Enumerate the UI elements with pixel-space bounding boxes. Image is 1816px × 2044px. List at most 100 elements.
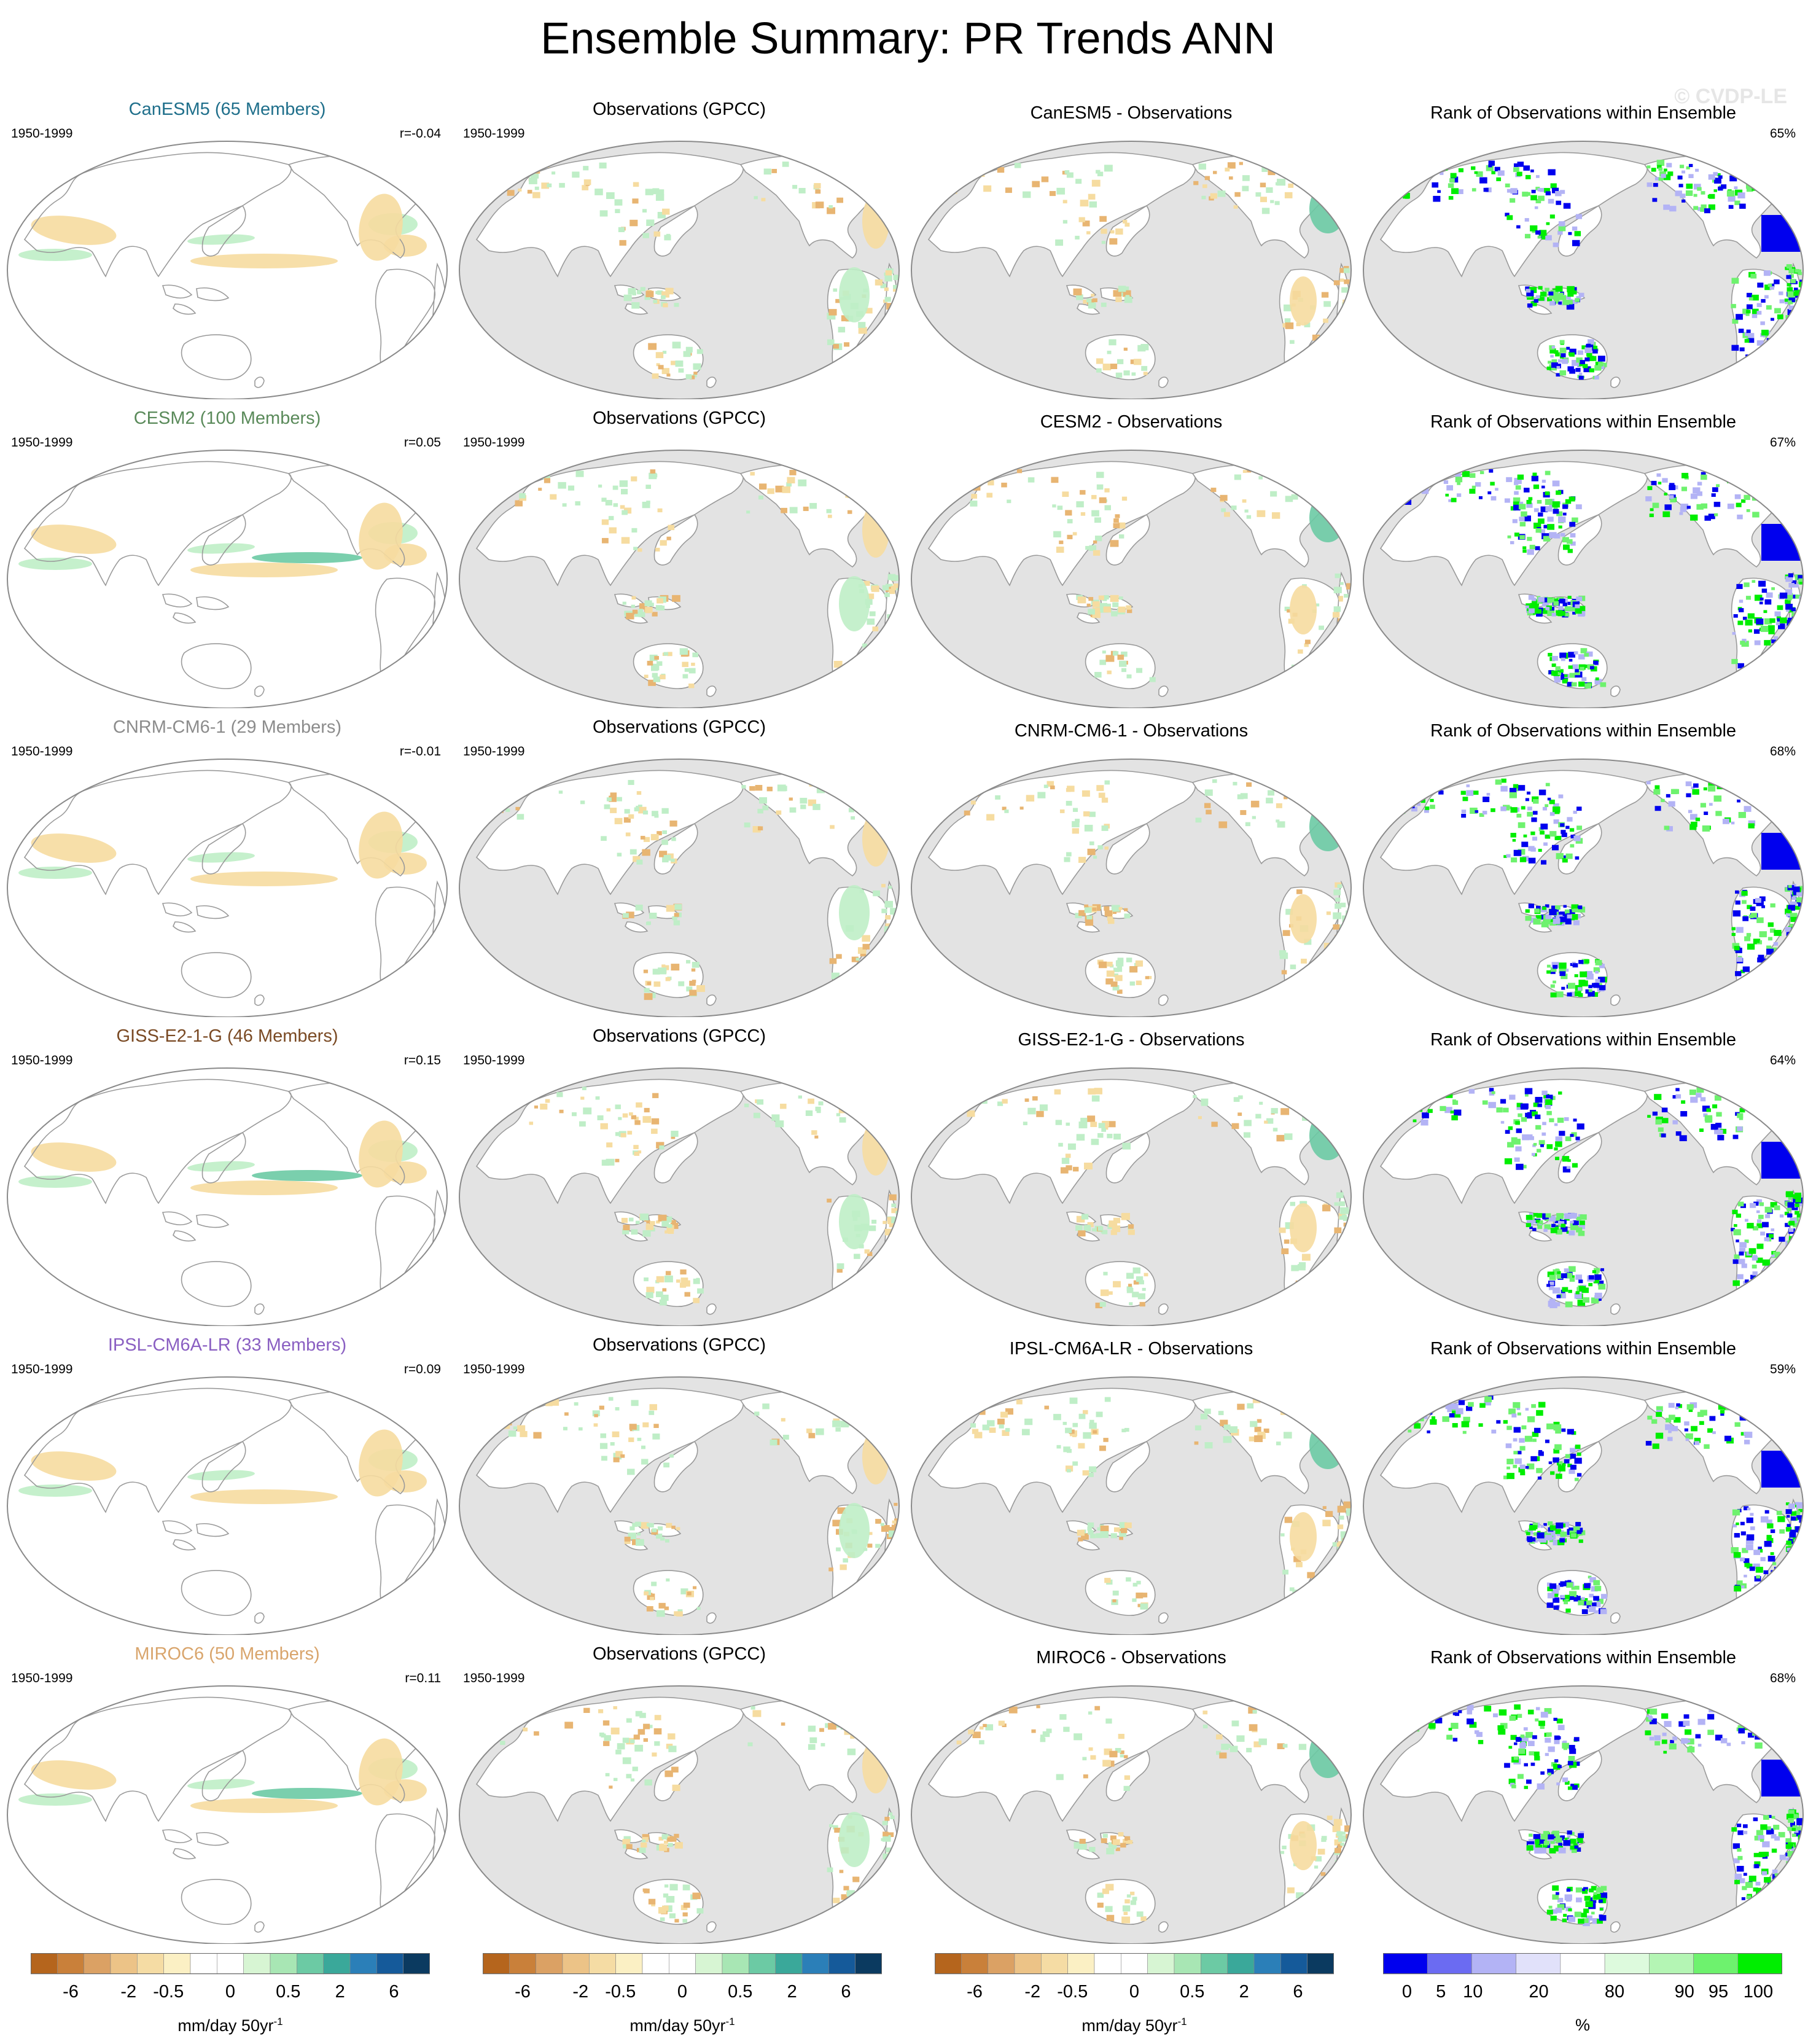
panel-title: Observations (GPCC) [592, 1644, 766, 1664]
panel-title: CNRM-CM6-1 (29 Members) [112, 717, 342, 737]
colorbar-label: mm/day 50yr-1 [177, 2016, 283, 2035]
colorbar-tick-label: 6 [389, 1982, 399, 2002]
colorbar-tick-label: 90 [1675, 1982, 1694, 2002]
panel-title: GISS-E2-1-G (46 Members) [116, 1026, 338, 1046]
panel-title: CESM2 (100 Members) [133, 408, 321, 428]
panel-title: CanESM5 - Observations [1030, 103, 1233, 123]
panel-diff-4: IPSL-CM6A-LR - Observations [904, 1328, 1358, 1635]
colorbar-tick-label: 20 [1529, 1982, 1548, 2002]
rank-percent: 67% [1769, 435, 1796, 450]
colorbar-tick-label: 10 [1463, 1982, 1483, 2002]
period-label: 1950-1999 [463, 1053, 525, 1067]
colorbar-swatch [1121, 1953, 1148, 1975]
colorbar-swatch [483, 1953, 510, 1975]
period-label: 1950-1999 [11, 1362, 73, 1376]
colorbar-swatch [1604, 1953, 1650, 1975]
panel-title: Rank of Observations within Ensemble [1430, 103, 1737, 123]
colorbar-swatch [1383, 1953, 1428, 1975]
row-1: CESM2 (100 Members) 1950-1999 r=0.05 Observ… [0, 401, 1816, 708]
panel-diff-2: CNRM-CM6-1 - Observations [904, 710, 1358, 1017]
rank-percent: 65% [1769, 127, 1796, 141]
colorbar-tick-label: -0.5 [153, 1982, 184, 2002]
colorbar-tick-label: 0 [677, 1982, 687, 2002]
colorbar-tick-label: 5 [1436, 1982, 1446, 2002]
colorbar-swatch [297, 1953, 324, 1975]
colorbar-label: % [1575, 2016, 1590, 2034]
colorbar-swatch [243, 1953, 271, 1975]
period-label: 1950-1999 [11, 127, 73, 141]
rank-percent: 64% [1769, 1053, 1796, 1067]
colorbar-tick-label: 6 [1293, 1982, 1303, 2002]
colorbar-swatch [775, 1953, 803, 1975]
panel-obs-3: Observations (GPCC) 1950-1999 [452, 1019, 906, 1326]
panel-title: Observations (GPCC) [592, 99, 766, 119]
colorbar-tick-label: 0 [225, 1982, 235, 2002]
colorbar-label: mm/day 50yr-1 [629, 2016, 735, 2035]
correlation-label: r=0.11 [405, 1671, 441, 1685]
colorbar-swatch [1471, 1953, 1516, 1975]
colorbar-swatch [217, 1953, 244, 1975]
colorbar-swatch [1737, 1953, 1782, 1975]
colorbar-swatch [828, 1953, 855, 1975]
colorbar-swatch [190, 1953, 217, 1975]
colorbar-swatch [270, 1953, 297, 1975]
colorbar-swatch [1427, 1953, 1472, 1975]
colorbar-tick-label: -6 [515, 1982, 531, 2002]
panel-title: CNRM-CM6-1 - Observations [1014, 721, 1249, 741]
colorbar-tick-label: -6 [63, 1982, 79, 2002]
colorbar-tick-label: -6 [967, 1982, 983, 2002]
colorbar-tick-label: -2 [572, 1982, 588, 2002]
panel-title: Observations (GPCC) [592, 408, 766, 428]
panel-obs-4: Observations (GPCC) 1950-1999 [452, 1328, 906, 1635]
period-label: 1950-1999 [11, 1671, 73, 1685]
panel-title: Rank of Observations within Ensemble [1430, 1339, 1737, 1359]
colorbar-tick-label: 0.5 [728, 1982, 752, 2002]
row-0: CanESM5 (65 Members) 1950-1999 r=-0.04 Obse… [0, 92, 1816, 399]
colorbar-swatch [855, 1953, 882, 1975]
colorbar-tick-label: 2 [335, 1982, 345, 2002]
period-label: 1950-1999 [11, 1053, 73, 1067]
colorbar-swatch [1067, 1953, 1095, 1975]
colorbar-swatch [801, 1953, 829, 1975]
panel-title: Observations (GPCC) [592, 1026, 766, 1046]
colorbar-swatch [935, 1953, 962, 1975]
panel-title: GISS-E2-1-G - Observations [1018, 1030, 1245, 1050]
colorbar-swatch [1014, 1953, 1042, 1975]
colorbar-tick-label: 95 [1709, 1982, 1728, 2002]
colorbar-tick-label: -0.5 [1057, 1982, 1088, 2002]
colorbar-tick-label: 100 [1744, 1982, 1773, 2002]
page-title: Ensemble Summary: PR Trends ANN [540, 14, 1276, 63]
colorbar-swatch [163, 1953, 191, 1975]
rank-percent: 68% [1769, 1671, 1796, 1685]
colorbar-tick-label: 0.5 [276, 1982, 300, 2002]
panel-obs-1: Observations (GPCC) 1950-1999 [452, 401, 906, 708]
panel-title: IPSL-CM6A-LR (33 Members) [107, 1335, 347, 1355]
panel-title: Observations (GPCC) [592, 1335, 766, 1355]
trend-colorbar-1: -6 -2 -0.5 0 0.5 2 6 mm/day 50yr-1 [31, 1953, 430, 2039]
row-5: MIROC6 (50 Members) 1950-1999 r=0.11 Observ… [0, 1637, 1816, 1944]
panel-title: Rank of Observations within Ensemble [1430, 1648, 1737, 1668]
colorbar-tick-label: -0.5 [605, 1982, 636, 2002]
colorbar-swatch [669, 1953, 696, 1975]
correlation-label: r=0.05 [403, 435, 441, 450]
panel-model-1: CESM2 (100 Members) 1950-1999 r=0.05 [0, 401, 454, 708]
colorbar-swatch [1560, 1953, 1605, 1975]
period-label: 1950-1999 [11, 435, 73, 450]
colorbar-swatch [1307, 1953, 1334, 1975]
row-3: GISS-E2-1-G (46 Members) 1950-1999 r=0.15 O… [0, 1019, 1816, 1326]
colorbar-tick-label: -2 [120, 1982, 136, 2002]
colorbar-swatch [749, 1953, 776, 1975]
panel-model-4: IPSL-CM6A-LR (33 Members) 1950-1999 r=0.09 [0, 1328, 454, 1635]
colorbar-swatch [137, 1953, 164, 1975]
colorbar-tick-label: 2 [787, 1982, 797, 2002]
colorbar-swatch [1201, 1953, 1228, 1975]
continents [475, 1383, 899, 1624]
colorbar-swatch [1174, 1953, 1201, 1975]
correlation-label: r=0.15 [403, 1053, 441, 1067]
colorbar-swatch [84, 1953, 111, 1975]
panel-title: Rank of Observations within Ensemble [1430, 1030, 1737, 1050]
panel-obs-5: Observations (GPCC) 1950-1999 [452, 1637, 906, 1944]
panel-title: Rank of Observations within Ensemble [1430, 721, 1737, 741]
colorbar-swatch [642, 1953, 669, 1975]
colorbar-swatch [1280, 1953, 1307, 1975]
